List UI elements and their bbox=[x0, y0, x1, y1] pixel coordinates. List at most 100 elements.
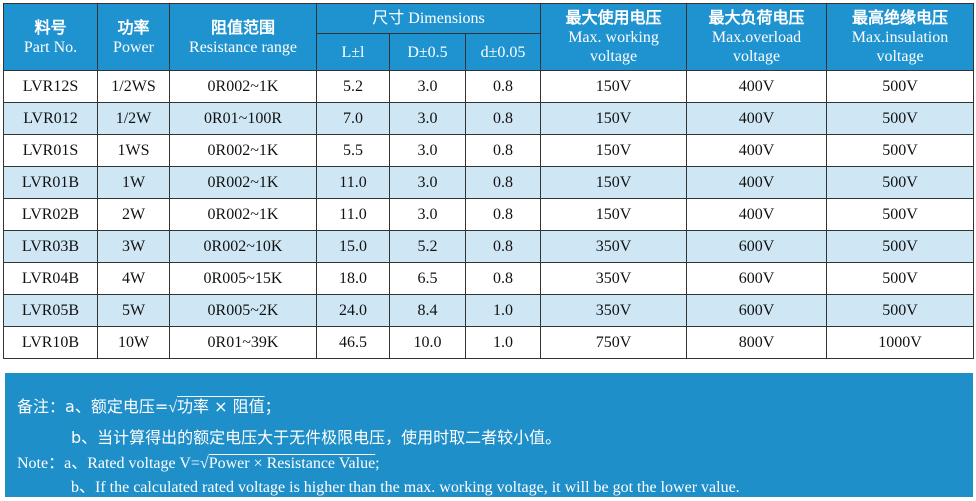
table-cell: 600V bbox=[686, 294, 828, 327]
table-cell: 750V bbox=[540, 326, 688, 359]
table-row: LVR03B 3W 0R002~10K 15.0 5.2 0.8 350V 600V 500V bbox=[3, 230, 975, 263]
table-cell: LVR01S bbox=[3, 134, 98, 167]
table-cell: LVR03B bbox=[3, 230, 98, 263]
table-cell: 400V bbox=[686, 102, 828, 135]
table-cell: 18.0 bbox=[316, 262, 390, 295]
header-zh: 阻值范围 bbox=[210, 17, 275, 37]
header-cell: 料号 Part No. bbox=[3, 3, 98, 71]
table-cell: 400V bbox=[686, 134, 828, 167]
note-text: √ bbox=[168, 399, 178, 416]
header-row: L±l D±0.5 d±0.05 bbox=[4, 33, 974, 71]
table-cell: 500V bbox=[826, 294, 975, 327]
table-cell: 150V bbox=[540, 102, 688, 135]
table-cell: 400V bbox=[686, 198, 828, 231]
header-en: Power bbox=[113, 38, 154, 56]
note-text: 功率 × 阻值 bbox=[177, 397, 265, 416]
note-line: b、If the calculated rated voltage is hig… bbox=[71, 473, 740, 497]
spec-table: 料号 Part No. 功率 Power 阻值范围 Resistance range 尺寸 … bbox=[3, 3, 975, 359]
table-cell: 0.8 bbox=[464, 230, 542, 263]
header-zh: 最高绝缘电压 bbox=[852, 8, 949, 27]
table-cell: 500V bbox=[826, 198, 975, 231]
note-text: ； bbox=[264, 397, 281, 416]
table-cell: 10W bbox=[97, 326, 170, 359]
note-label: Note： bbox=[17, 455, 65, 472]
dimensions-header: 尺寸 Dimensions bbox=[315, 3, 542, 34]
table-cell: 1/2W bbox=[97, 102, 170, 135]
table-cell: 3.0 bbox=[389, 198, 466, 231]
table-cell: 150V bbox=[540, 166, 688, 199]
table-cell: 0R002~1K bbox=[169, 134, 317, 167]
table-row: LVR01B 1W 0R002~1K 11.0 3.0 0.8 150V 400V 500V bbox=[3, 166, 975, 199]
header-cell: 最大负荷电压 Max.overload voltage bbox=[686, 3, 828, 71]
table-cell: 350V bbox=[540, 262, 688, 295]
table-cell: 500V bbox=[826, 230, 975, 263]
table-cell: 0.8 bbox=[464, 166, 542, 199]
table-cell: 0R002~1K bbox=[169, 70, 317, 103]
table-cell: 500V bbox=[826, 166, 975, 199]
dimension-header: d±0.05 bbox=[464, 33, 542, 71]
table-cell: 150V bbox=[540, 134, 688, 167]
table-cell: 46.5 bbox=[316, 326, 390, 359]
table-cell: 0R002~1K bbox=[169, 198, 317, 231]
table-cell: LVR04B bbox=[3, 262, 98, 295]
table-cell: 600V bbox=[686, 230, 828, 263]
table-cell: 800V bbox=[686, 326, 828, 359]
table-cell: 0R005~2K bbox=[169, 294, 317, 327]
table-cell: 5.2 bbox=[389, 230, 466, 263]
table-cell: 500V bbox=[826, 262, 975, 295]
table-cell: 1.0 bbox=[464, 294, 542, 327]
table-cell: 11.0 bbox=[316, 198, 390, 231]
note-text: b、当计算得出的额定电压大于无件极限电压，使用时取二者较小值。 bbox=[71, 428, 562, 447]
table-cell: 0.8 bbox=[464, 102, 542, 135]
table-cell: 500V bbox=[826, 70, 975, 103]
table-cell: 5.5 bbox=[316, 134, 390, 167]
table-cell: 150V bbox=[540, 70, 688, 103]
header-zh: 功率 bbox=[117, 17, 150, 37]
table-cell: LVR10B bbox=[3, 326, 98, 359]
table-cell: 350V bbox=[540, 230, 688, 263]
note-label: 备注： bbox=[17, 397, 66, 416]
table-cell: 0R002~10K bbox=[169, 230, 317, 263]
header-row: 料号 Part No. 功率 Power 阻值范围 Resistance range 尺寸 … bbox=[3, 3, 975, 71]
table-cell: 8.4 bbox=[389, 294, 466, 327]
table-cell: LVR012 bbox=[3, 102, 98, 135]
note-text: a、额定电压= bbox=[65, 397, 169, 416]
table-cell: 0.8 bbox=[464, 134, 542, 167]
dimension-header: L±l bbox=[316, 33, 390, 71]
table-cell: 6.5 bbox=[389, 262, 466, 295]
header-en: Resistance range bbox=[189, 38, 297, 56]
note-line: Note：a、Rated voltage V=√Power × Resistan… bbox=[17, 449, 380, 473]
table-cell: 400V bbox=[686, 70, 828, 103]
table-cell: 1WS bbox=[97, 134, 170, 167]
table-cell: LVR02B bbox=[3, 198, 98, 231]
table-cell: 400V bbox=[686, 166, 828, 199]
table-cell: LVR12S bbox=[3, 70, 98, 103]
table-cell: 150V bbox=[540, 198, 688, 231]
table-cell: 3.0 bbox=[389, 70, 466, 103]
table-cell: 0.8 bbox=[464, 70, 542, 103]
table-cell: 7.0 bbox=[316, 102, 390, 135]
table-cell: 1W bbox=[97, 166, 170, 199]
note-text: Power × Resistance Value bbox=[208, 455, 376, 472]
table-cell: 10.0 bbox=[389, 326, 466, 359]
table-cell: 350V bbox=[540, 294, 688, 327]
table-cell: 5W bbox=[97, 294, 170, 327]
table-cell: 2W bbox=[97, 198, 170, 231]
table-cell: 500V bbox=[826, 102, 975, 135]
note-text: b、If the calculated rated voltage is hig… bbox=[71, 479, 740, 496]
table-cell: 1/2WS bbox=[97, 70, 170, 103]
table-cell: 15.0 bbox=[316, 230, 390, 263]
table-cell: LVR01B bbox=[3, 166, 98, 199]
dimension-header: D±0.5 bbox=[389, 33, 466, 71]
header-en: Part No. bbox=[23, 38, 78, 56]
note-text: a、Rated voltage V= bbox=[64, 455, 200, 472]
table-cell: 4W bbox=[97, 262, 170, 295]
header-cell: 功率 Power bbox=[97, 3, 170, 71]
table-cell: 600V bbox=[686, 262, 828, 295]
table-row: LVR02B 2W 0R002~1K 11.0 3.0 0.8 150V 400V 500V bbox=[3, 198, 975, 231]
note-line: b、当计算得出的额定电压大于无件极限电压，使用时取二者较小值。 bbox=[71, 424, 561, 448]
header-en: Max. working voltage bbox=[568, 29, 659, 65]
table-cell: 3W bbox=[97, 230, 170, 263]
table-row: LVR012 1/2W 0R01~100R 7.0 3.0 0.8 150V 400V 500V bbox=[3, 102, 975, 135]
